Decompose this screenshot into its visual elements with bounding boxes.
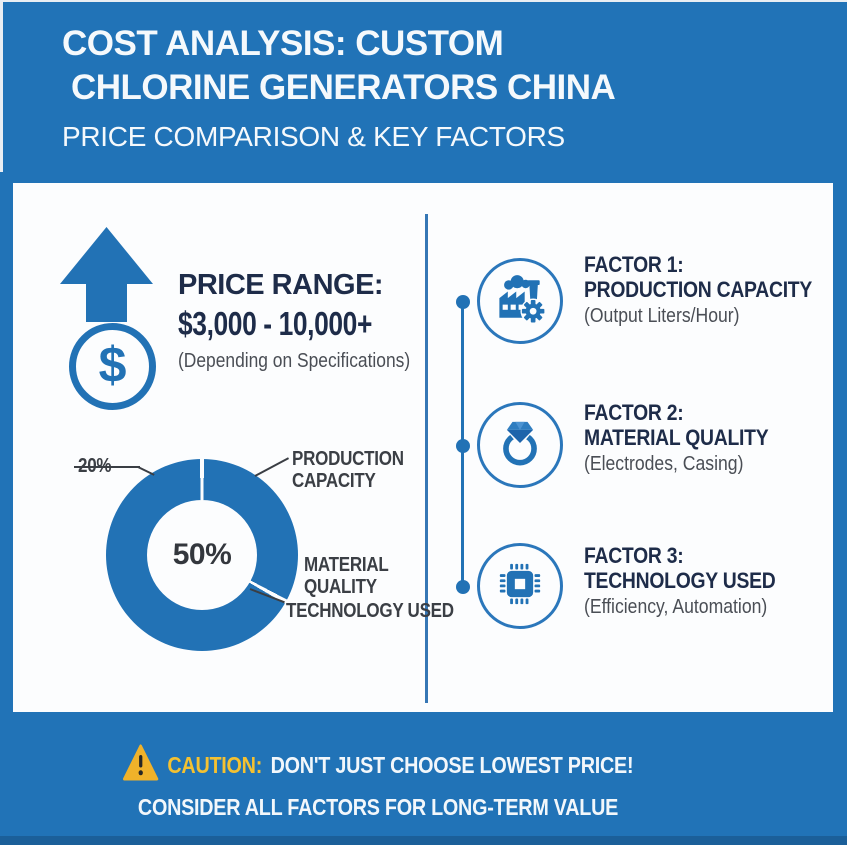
vertical-divider <box>425 214 428 703</box>
timeline-dot-3 <box>456 580 470 594</box>
factor3-text: FACTOR 3: TECHNOLOGY USED (Efficiency, A… <box>584 543 776 619</box>
factor3-icon-circle <box>477 543 563 629</box>
factor1-detail: (Output Liters/Hour) <box>584 305 740 327</box>
donut-label-production-capacity: PRODUCTION CAPACITY <box>292 448 404 492</box>
caution-banner: CAUTION: DON'T JUST CHOOSE LOWEST PRICE!… <box>60 744 696 821</box>
price-note: (Depending on Specifications) <box>178 350 411 372</box>
factor3-detail: (Efficiency, Automation) <box>584 596 768 618</box>
donut-center-label: 50% <box>172 538 232 571</box>
caution-text-line2: CONSIDER ALL FACTORS FOR LONG-TERM VALUE <box>137 794 619 820</box>
page-title-line2: CHLORINE GENERATORS CHINA <box>71 68 616 107</box>
donut-label-technology-used: TECHNOLOGY USED <box>286 600 454 622</box>
caution-line1: CAUTION: DON'T JUST CHOOSE LOWEST PRICE! <box>60 744 696 787</box>
screen-edge-artifact-top <box>0 0 847 2</box>
factor1-icon-circle <box>477 258 563 344</box>
factor2-name: MATERIAL QUALITY <box>584 425 769 450</box>
factor2-text: FACTOR 2: MATERIAL QUALITY (Electrodes, … <box>584 400 769 476</box>
factor1-number: FACTOR 1: <box>584 252 684 277</box>
dollar-coin-icon: $ <box>69 323 156 410</box>
price-range-value: $3,000 - 10,000+ <box>178 305 372 342</box>
price-heading: PRICE RANGE: <box>178 269 384 301</box>
up-arrow-icon <box>60 227 153 327</box>
donut-chart: 50% <box>106 459 298 651</box>
bottom-shade-strip <box>0 836 847 845</box>
page-subtitle: PRICE COMPARISON & KEY FACTORS <box>62 121 565 152</box>
screen-edge-artifact-left <box>0 0 3 172</box>
dollar-sign: $ <box>98 337 127 393</box>
diamond-ring-icon <box>490 413 550 478</box>
donut-label-material-quality: MATERIAL QUALITY <box>304 554 389 598</box>
caution-text-line1: DON'T JUST CHOOSE LOWEST PRICE! <box>270 752 634 778</box>
factor3-number: FACTOR 3: <box>584 543 684 568</box>
factor3-name: TECHNOLOGY USED <box>584 568 776 593</box>
timeline-dot-2 <box>456 439 470 453</box>
factor2-number: FACTOR 2: <box>584 400 684 425</box>
factor1-name: PRODUCTION CAPACITY <box>584 277 813 302</box>
timeline-dot-1 <box>456 295 470 309</box>
leader-line-20pct <box>74 466 140 468</box>
factor1-text: FACTOR 1: PRODUCTION CAPACITY (Output Li… <box>584 252 812 328</box>
caution-label: CAUTION: <box>167 752 263 778</box>
price-block: PRICE RANGE: $3,000 - 10,000+ (Depending… <box>178 269 445 373</box>
donut-hole: 50% <box>147 500 257 610</box>
microchip-icon <box>490 554 550 619</box>
header: COST ANALYSIS: CUSTOM CHLORINE GENERATOR… <box>62 22 616 154</box>
factory-icon <box>490 269 550 334</box>
warning-triangle-icon <box>123 744 159 787</box>
factor2-detail: (Electrodes, Casing) <box>584 453 744 475</box>
page-title-line1: COST ANALYSIS: CUSTOM <box>62 24 504 63</box>
factor2-icon-circle <box>477 402 563 488</box>
